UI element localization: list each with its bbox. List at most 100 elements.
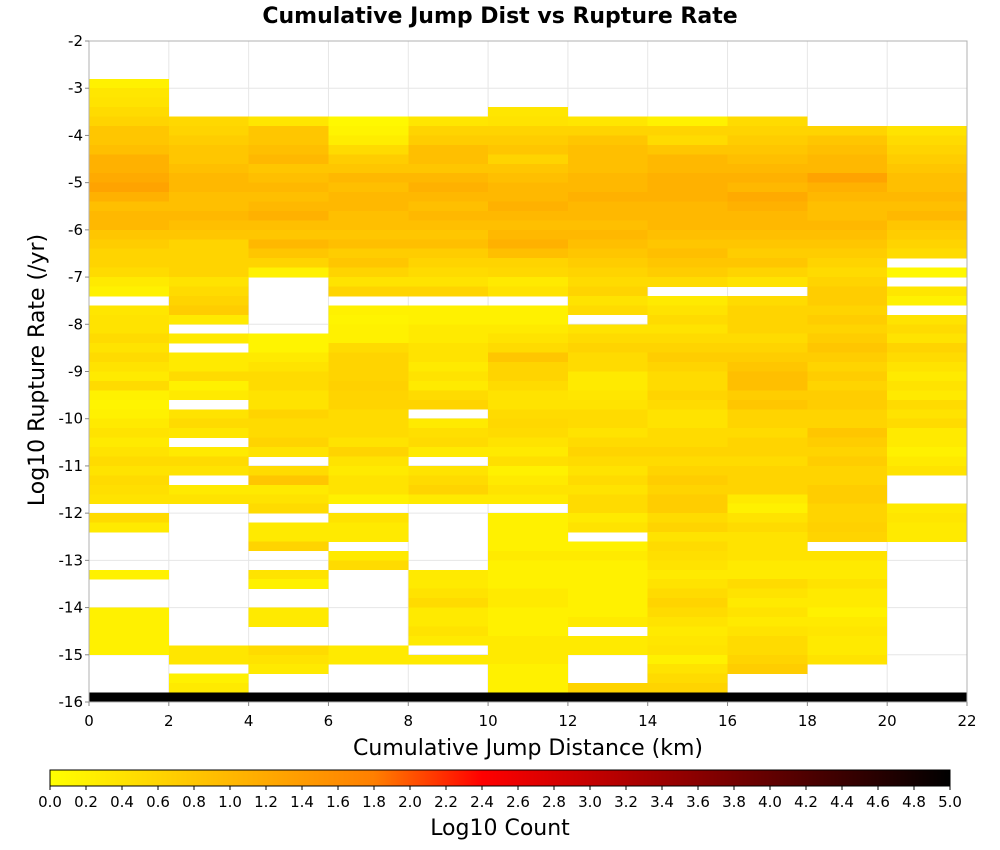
heatmap-cell xyxy=(408,654,489,665)
colorbar-tick-label: 5.0 xyxy=(938,793,962,811)
chart-title: Cumulative Jump Dist vs Rupture Rate xyxy=(262,4,737,29)
heatmap-cell xyxy=(328,409,409,420)
heatmap-cell xyxy=(807,324,888,335)
heatmap-cell xyxy=(727,314,808,325)
heatmap-cell xyxy=(567,465,648,476)
heatmap-cell xyxy=(408,333,489,344)
heatmap-cell xyxy=(727,532,808,542)
heatmap-cell xyxy=(328,324,409,335)
heatmap-cell xyxy=(567,163,648,174)
heatmap-cell xyxy=(488,220,568,231)
heatmap-cell xyxy=(89,362,169,372)
heatmap-cell xyxy=(807,399,888,410)
heatmap-cell xyxy=(647,560,728,571)
heatmap-cell xyxy=(488,192,568,202)
heatmap-cell xyxy=(567,494,648,504)
heatmap-cell xyxy=(647,324,728,335)
heatmap-cell xyxy=(807,210,888,221)
colorbar-tick-label: 1.8 xyxy=(362,793,386,811)
heatmap-cell xyxy=(887,210,967,221)
colorbar-tick-label: 1.6 xyxy=(326,793,350,811)
heatmap-cell xyxy=(168,409,249,420)
heatmap-cell xyxy=(89,371,169,382)
heatmap-cell xyxy=(647,248,728,259)
heatmap-cell xyxy=(248,267,329,278)
heatmap-cell xyxy=(328,267,409,278)
x-tick-label: 18 xyxy=(798,712,817,730)
heatmap-cell xyxy=(807,513,888,523)
heatmap-cell xyxy=(328,371,409,382)
heatmap-cell xyxy=(887,409,967,420)
heatmap-cell xyxy=(488,229,568,240)
heatmap-cell xyxy=(567,362,648,372)
heatmap-cell xyxy=(887,532,967,542)
heatmap-cell xyxy=(488,588,568,599)
heatmap-cell xyxy=(647,475,728,486)
heatmap-cell xyxy=(567,569,648,580)
heatmap-cell xyxy=(807,135,888,146)
heatmap-cell xyxy=(887,173,967,183)
heatmap-cell xyxy=(408,617,489,627)
heatmap-cell xyxy=(408,579,489,589)
heatmap-cell xyxy=(887,239,967,250)
heatmap-cell xyxy=(168,277,249,287)
heatmap-cell xyxy=(647,371,728,382)
heatmap-cell xyxy=(647,607,728,618)
heatmap-cell xyxy=(567,173,648,183)
heatmap-cell xyxy=(168,239,249,250)
heatmap-cell xyxy=(328,144,409,155)
y-tick-label: -15 xyxy=(59,646,84,664)
heatmap-cell xyxy=(727,513,808,523)
y-tick-label: -9 xyxy=(68,363,83,381)
heatmap-cell xyxy=(488,248,568,259)
heatmap-cell xyxy=(807,154,888,165)
heatmap-cell xyxy=(488,673,568,684)
heatmap-cell xyxy=(408,314,489,325)
x-tick-label: 2 xyxy=(164,712,174,730)
heatmap-cell xyxy=(807,588,888,599)
colorbar-tick-label: 4.2 xyxy=(794,793,818,811)
heatmap-cell xyxy=(488,201,568,212)
heatmap-cell xyxy=(567,635,648,646)
heatmap-cell xyxy=(89,352,169,363)
heatmap-cell xyxy=(168,314,249,325)
heatmap-cell xyxy=(248,532,329,542)
heatmap-cell xyxy=(887,314,967,325)
heatmap-cell xyxy=(807,380,888,391)
heatmap-cell xyxy=(727,163,808,174)
heatmap-cell xyxy=(887,465,967,476)
heatmap-cell xyxy=(567,220,648,231)
colorbar-tick-label: 4.0 xyxy=(758,793,782,811)
heatmap-cell xyxy=(248,352,329,363)
heatmap-cell xyxy=(647,173,728,183)
heatmap-cell xyxy=(727,456,808,467)
heatmap-cell xyxy=(408,116,489,127)
heatmap-cell xyxy=(89,154,169,165)
heatmap-cell xyxy=(567,248,648,259)
heatmap-cell xyxy=(567,201,648,212)
heatmap-cell xyxy=(807,182,888,193)
heatmap-cell xyxy=(89,437,169,448)
heatmap-cell xyxy=(807,362,888,372)
heatmap-cell xyxy=(89,607,169,618)
heatmap-cell xyxy=(488,305,568,316)
heatmap-cell xyxy=(328,560,409,571)
heatmap-cell xyxy=(89,125,169,136)
heatmap-cell xyxy=(408,418,489,429)
colorbar-tick-label: 1.2 xyxy=(254,793,278,811)
heatmap-cell xyxy=(807,475,888,486)
heatmap-cell xyxy=(89,220,169,231)
heatmap-cell xyxy=(807,617,888,627)
heatmap-cell xyxy=(887,437,967,448)
x-tick-label: 12 xyxy=(558,712,577,730)
heatmap-cell xyxy=(89,239,169,250)
colorbar-tick-label: 3.6 xyxy=(686,793,710,811)
heatmap-cell xyxy=(328,192,409,202)
heatmap-cell xyxy=(248,579,329,589)
heatmap-cell xyxy=(567,192,648,202)
heatmap-cell xyxy=(248,503,329,514)
heatmap-cell xyxy=(727,437,808,448)
heatmap-cell xyxy=(647,447,728,457)
heatmap-cell xyxy=(89,229,169,240)
heatmap-cell xyxy=(727,390,808,401)
